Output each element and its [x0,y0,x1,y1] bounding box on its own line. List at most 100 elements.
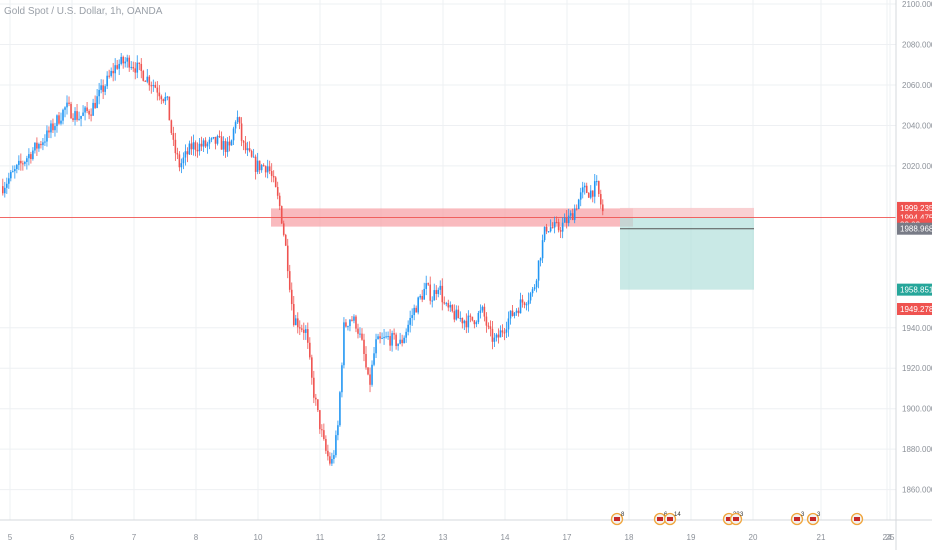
price-axis[interactable]: 1860.000 1880.000 1900.000 1920.000 1940.000… [895,0,932,550]
candle-body [577,199,580,210]
y-tick-label: 1940.000 [902,324,932,333]
candle-body [327,450,329,457]
candle-body [505,329,508,333]
candle-body [403,337,405,344]
x-tick-label: 21 [817,533,826,542]
candle-body [547,231,550,233]
candle-body [84,107,86,113]
candle-body [24,162,26,164]
candle-body [98,89,100,97]
candle-body [8,178,10,184]
candle-body [319,410,321,430]
candle-body [373,353,375,365]
candle-body [415,307,417,313]
candle-body [258,160,261,171]
candle-body [515,310,518,313]
candle-body [230,140,233,146]
candle-body [483,306,486,317]
candle-body [311,357,313,378]
candle-body [74,111,76,120]
candle-body [38,143,40,149]
candle-body [517,310,520,314]
candle-body [270,170,273,176]
candle-body [126,57,129,62]
candle-body [369,374,371,385]
candle-body [409,317,411,325]
candle-body [479,310,482,313]
candle-body [136,62,139,73]
candle-body [70,103,72,119]
candle-body [208,139,211,144]
candle-body [184,151,187,158]
candle-body [56,115,58,127]
candle-body [204,140,207,147]
candle-body [194,142,197,150]
candle-body [573,208,576,221]
candle-body [48,130,50,133]
candle-body [58,115,60,124]
candle-body [523,302,526,305]
us-flag-icon [854,517,860,521]
stop-loss-zone[interactable] [620,207,754,218]
candle-body [264,166,267,173]
candle-body [72,118,74,120]
candle-body [331,459,333,464]
candle-body [455,309,458,320]
candle-body [387,336,389,338]
candle-body [473,320,476,325]
candle-body [12,171,14,173]
candle-body [88,110,90,115]
candle-body [383,336,385,339]
candle-body [337,425,339,436]
candle-body [68,102,70,104]
candle-body [559,230,562,232]
drawing-layer[interactable] [0,207,896,290]
candle-body [196,149,199,152]
candle-body [359,333,361,335]
candle-body [118,63,120,69]
candle-body [463,320,466,324]
candle-body [42,142,44,146]
candle-body [341,365,343,393]
candle-body [489,326,492,329]
candle-body [363,339,365,354]
candle-body [284,234,287,246]
candle-body [425,283,428,289]
candle-body [393,333,395,335]
candle-body [192,142,195,150]
economic-events[interactable]: 861433333 [610,512,864,526]
candle-body [421,296,423,300]
candle-body [497,334,500,338]
candle-body [96,96,98,108]
candle-body [210,138,213,140]
candle-body [495,334,498,338]
event-count: 14 [674,512,681,518]
candle-body [531,289,534,294]
candlestick-series [2,53,604,467]
candle-body [294,318,297,326]
candle-body [597,181,600,195]
candle-body [254,156,257,172]
candle-body [202,140,205,147]
candle-body [365,353,367,368]
price-tags: 1999.2351994.47533:031988.9681958.851194… [897,201,932,316]
candle-body [198,143,201,152]
candle-body [80,115,82,119]
candle-body [433,290,436,301]
candle-body [30,154,32,160]
candle-body [268,166,271,171]
take-profit-zone[interactable] [620,217,754,290]
x-tick-label: 25 [886,533,895,542]
candle-body [591,190,594,197]
candle-body [274,177,277,187]
candle-body [553,222,556,228]
candle-body [296,318,299,328]
candle-body [238,117,241,124]
candle-body [6,183,8,188]
candle-body [457,309,460,319]
candle-body [174,139,177,154]
candle-body [222,141,225,150]
candle-body [124,61,127,64]
